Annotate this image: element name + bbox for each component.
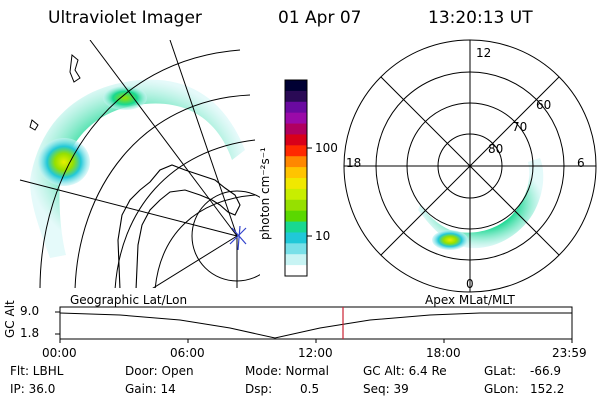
right-panel-caption: Apex MLat/MLT: [425, 293, 515, 307]
colorbar-band: [285, 90, 307, 103]
colorbar-band: [285, 199, 307, 212]
lon-line: [19, 179, 238, 237]
time-label: 13:20:13 UT: [428, 8, 533, 28]
colorbar-unit-label: photon cm⁻²s⁻¹: [258, 147, 272, 240]
mlat-label-70: 70: [512, 120, 528, 134]
status-seq: Seq: 39: [363, 382, 409, 396]
lon-line: [152, 235, 238, 288]
status-glon-value: 152.2: [530, 382, 565, 396]
mlat-label-80: 80: [488, 142, 504, 156]
colorbar-band: [285, 188, 307, 201]
timeline-ytick-bottom: 1.8: [20, 326, 40, 340]
colorbar-band: [285, 254, 307, 266]
mlt-label-18: 18: [346, 156, 362, 170]
mlt-label-6: 6: [577, 156, 585, 170]
status-glon-label: GLon:: [484, 382, 519, 396]
instrument-title: Ultraviolet Imager: [48, 8, 202, 28]
timeline-xtick: 00:00: [42, 346, 77, 360]
date-label: 01 Apr 07: [278, 8, 362, 28]
status-door: Door: Open: [125, 364, 194, 378]
colorbar-band: [285, 210, 307, 223]
aurora-oval-left: [30, 79, 245, 258]
colorbar-band: [285, 265, 307, 277]
status-glat-label: GLat:: [484, 364, 517, 378]
timeline-xtick: 06:00: [170, 346, 205, 360]
timeline-y-label: GC Alt: [3, 300, 17, 338]
status-glat-value: -66.9: [530, 364, 562, 378]
colorbar-band: [285, 123, 307, 135]
timeline-xtick: 23:59: [552, 346, 587, 360]
status-gain: Gain: 14: [125, 382, 176, 396]
left-panel-caption: Geographic Lat/Lon: [70, 293, 188, 307]
colorbar-band: [285, 80, 307, 92]
altitude-curve: [59, 312, 572, 339]
mlat-label-60: 60: [536, 98, 552, 112]
colorbar-band: [285, 243, 307, 255]
status-ip: IP: 36.0: [10, 382, 56, 396]
status-dsp-value: 0.5: [300, 382, 320, 396]
lat-arc: [39, 49, 241, 288]
colorbar-band: [285, 178, 307, 190]
sub-spacecraft-marker: [229, 225, 247, 251]
colorbar-tick-10: 10: [315, 229, 331, 243]
colorbar-band: [285, 134, 307, 146]
aurora-oval-right: [418, 158, 544, 249]
polar-plot: [418, 158, 544, 250]
island: [69, 54, 81, 83]
color-scale-bar: [285, 80, 307, 277]
status-gc-alt: GC Alt: 6.4 Re: [363, 364, 447, 378]
colorbar-band: [285, 232, 307, 244]
mlt-label-0: 0: [466, 277, 474, 291]
colorbar-band: [285, 221, 307, 233]
status-filter: Flt: LBHL: [10, 364, 64, 378]
lon-line: [169, 40, 238, 237]
colorbar-band: [285, 112, 307, 125]
geographic-map: [19, 40, 260, 288]
timeline-xtick: 18:00: [426, 346, 461, 360]
timeline-plot: [55, 306, 573, 343]
lat-arc: [154, 194, 256, 288]
aurora-hotspot-right: [432, 230, 468, 250]
aurora-hotspot-left: [38, 138, 90, 186]
colorbar-band: [285, 167, 307, 179]
timeline-xtick: 12:00: [298, 346, 333, 360]
colorbar-tick-100: 100: [315, 141, 338, 155]
timeline-ytick-top: 9.0: [20, 304, 40, 318]
status-dsp-label: Dsp:: [245, 382, 273, 396]
lon-line: [89, 40, 238, 237]
colorbar-band: [285, 156, 307, 168]
lat-arc: [74, 94, 251, 288]
island: [29, 119, 39, 131]
status-mode: Mode: Normal: [245, 364, 329, 378]
mlt-line-diag: [380, 76, 560, 256]
coastline: [117, 164, 241, 288]
mlt-label-12: 12: [476, 46, 492, 60]
colorbar-band: [285, 101, 307, 114]
colorbar-band: [285, 145, 307, 157]
